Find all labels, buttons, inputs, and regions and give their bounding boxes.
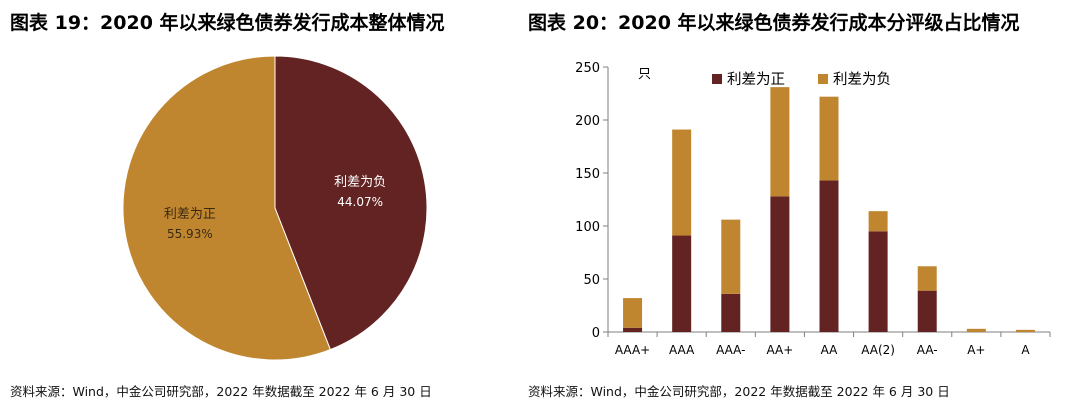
bar-segment-positive	[770, 196, 790, 332]
bar-segment-positive	[917, 290, 937, 332]
pie-slice-label: 利差为负	[334, 175, 386, 190]
bar-chart-title: 图表 20：2020 年以来绿色债券发行成本分评级占比情况	[528, 12, 1020, 34]
bar-segment-negative	[672, 129, 692, 236]
y-axis-unit: 只	[638, 67, 651, 82]
bar-segment-positive	[623, 327, 643, 332]
y-tick-label: 0	[592, 326, 600, 341]
pie-slice-value: 55.93%	[167, 227, 213, 241]
y-tick-label: 150	[575, 167, 600, 182]
legend-swatch	[818, 74, 828, 84]
pie-slice-1	[274, 55, 428, 351]
bar-segment-positive	[672, 235, 692, 332]
legend-swatch	[712, 74, 722, 84]
bar-segment-negative	[1015, 329, 1035, 332]
bar-segment-positive	[868, 231, 888, 332]
x-tick-label: AA	[821, 343, 839, 357]
pie-slice-value: 44.07%	[337, 195, 383, 209]
x-tick-label: AAA+	[615, 343, 650, 357]
bar-segment-negative	[721, 219, 741, 294]
x-tick-label: A+	[967, 343, 985, 357]
bar-segment-negative	[819, 96, 839, 181]
pie-slice-label: 利差为正	[164, 207, 216, 222]
y-tick-label: 250	[575, 61, 600, 76]
x-tick-label: A	[1021, 343, 1030, 357]
bar-segment-negative	[917, 266, 937, 291]
bar-chart-source-note: 资料来源：Wind，中金公司研究部，2022 年数据截至 2022 年 6 月 …	[528, 384, 950, 399]
x-tick-label: AAA-	[716, 343, 745, 357]
bar-segment-negative	[868, 211, 888, 232]
legend-label: 利差为负	[833, 71, 891, 88]
x-tick-label: AA+	[766, 343, 793, 357]
bar-segment-positive	[819, 180, 839, 332]
y-tick-label: 50	[583, 273, 600, 288]
pie-chart-source-note: 资料来源：Wind，中金公司研究部，2022 年数据截至 2022 年 6 月 …	[10, 384, 432, 399]
bar-segment-positive	[721, 293, 741, 332]
x-tick-label: AAA	[669, 343, 695, 357]
bar-segment-negative	[770, 87, 790, 197]
x-tick-label: AA-	[917, 343, 938, 357]
bar-segment-negative	[623, 298, 643, 328]
y-tick-label: 100	[575, 220, 600, 235]
x-tick-label: AA(2)	[861, 343, 895, 357]
pie-slice-2	[122, 55, 331, 361]
pie-chart: 利差为负 44.07% 利差为正 55.93%	[122, 55, 428, 361]
legend-label: 利差为正	[727, 71, 785, 88]
pie-chart-title: 图表 19：2020 年以来绿色债券发行成本整体情况	[10, 12, 445, 34]
y-tick-label: 200	[575, 114, 600, 129]
bar-segment-negative	[966, 328, 986, 332]
